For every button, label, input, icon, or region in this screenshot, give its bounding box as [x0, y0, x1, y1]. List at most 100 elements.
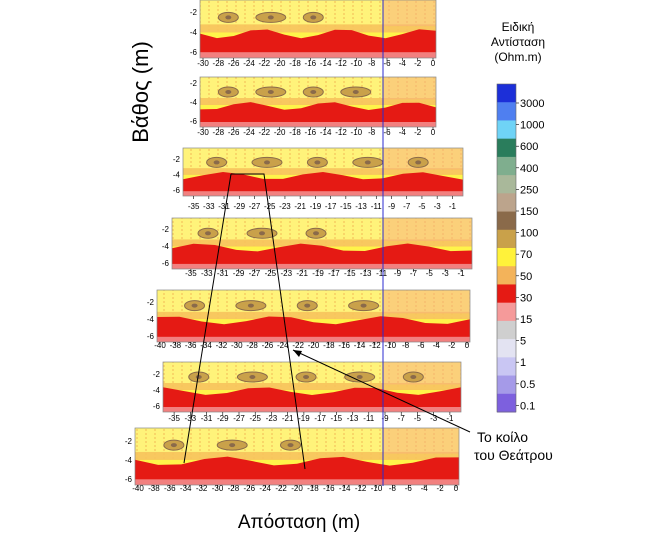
x-tick-label: -30	[212, 484, 224, 493]
legend-tick-label: 1	[520, 357, 526, 369]
x-tick-label: -4	[421, 484, 429, 493]
section-pink-layer	[157, 336, 470, 342]
section-right-zone	[383, 0, 436, 27]
legend-color-bin	[497, 375, 516, 395]
x-tick-label: -1	[446, 414, 454, 423]
section-blob-core	[415, 160, 422, 165]
x-tick-label: -13	[355, 202, 367, 211]
x-tick-label: -10	[371, 484, 383, 493]
x-tick-label: -1	[457, 269, 465, 278]
x-tick-label: -1	[449, 202, 457, 211]
section-right-zone	[383, 290, 470, 314]
section-blob-core	[247, 303, 254, 308]
x-tick-label: -8	[368, 59, 376, 68]
section-blob-core	[352, 90, 359, 94]
x-tick-label: -17	[325, 202, 337, 211]
legend-color-bin	[497, 229, 516, 249]
x-tick-label: -14	[354, 341, 366, 350]
x-tick-label: -35	[188, 202, 200, 211]
x-tick-label: -18	[323, 341, 335, 350]
section-band-orange	[135, 451, 459, 460]
legend-tick-label: 5	[520, 336, 526, 348]
legend-tick-label: 0.5	[520, 379, 535, 391]
section-blob-core	[225, 90, 232, 94]
legend-tick-label: 15	[520, 314, 532, 326]
x-tick-label: -6	[383, 59, 391, 68]
section-red-layer	[200, 29, 436, 58]
x-tick-label: -18	[289, 59, 301, 68]
theatre-boundary-left	[183, 173, 232, 464]
depth-tick-label: -2	[190, 8, 198, 17]
depth-tick-label: -6	[173, 186, 181, 195]
section-4: -2-4-6-35 -33 -31 -29 -27 -25 -23 -21 -19 -17 -15-…	[162, 217, 473, 278]
x-tick-label: -21	[282, 414, 294, 423]
x-tick-label: -26	[244, 484, 256, 493]
depth-tick-label: -4	[153, 386, 161, 395]
depth-tick-label: -6	[153, 402, 161, 411]
depth-tick-label: -6	[190, 48, 198, 57]
x-tick-label: -23	[279, 202, 291, 211]
section-red-layer	[200, 102, 436, 127]
legend-color-bin	[497, 120, 516, 140]
legend-tick-label: 1000	[520, 120, 544, 132]
legend-tick-label: 3000	[520, 98, 544, 110]
legend-color-bin	[497, 211, 516, 231]
x-tick-label: -15	[344, 269, 356, 278]
x-tick-label: -20	[291, 484, 303, 493]
legend-title-line: (Ohm.m)	[494, 50, 541, 64]
section-blob-core	[264, 160, 270, 165]
x-tick-label: -11	[376, 269, 388, 278]
legend-tick-label: 30	[520, 292, 532, 304]
legend-color-bin	[497, 248, 516, 267]
section-blob-core	[213, 160, 220, 165]
x-tick-label: -28	[246, 341, 258, 350]
depth-tick-label: -2	[173, 155, 181, 164]
x-tick-label: -2	[448, 341, 456, 350]
section-blob-core	[205, 231, 211, 236]
section-band-orange	[163, 383, 461, 390]
x-tick-label: -31	[201, 414, 213, 423]
overlay-group	[183, 0, 471, 486]
x-tick-label: -30	[197, 128, 209, 137]
x-tick-label: -36	[185, 341, 197, 350]
x-tick-label: -32	[216, 341, 228, 350]
legend-frame	[496, 83, 517, 413]
legend-tick-label: 0.1	[520, 400, 535, 412]
section-pink-layer	[163, 407, 461, 412]
x-tick-label: -6	[405, 484, 413, 493]
x-tick-label: 0	[431, 59, 436, 68]
legend-color-bin	[497, 175, 516, 194]
section-7: -2-4-6-40 -38 -36 -34 -32 -30 -28 -26 -24 -22 -20-…	[125, 427, 460, 493]
section-band-orange	[172, 239, 472, 247]
legend-tick-label: 100	[520, 228, 538, 240]
x-tick-label: -3	[434, 202, 442, 211]
x-tick-label: -35	[168, 414, 180, 423]
x-tick-label: -7	[410, 269, 418, 278]
x-tick-label: -38	[148, 484, 160, 493]
section-red-layer	[183, 172, 463, 196]
annotation-line-1: Το κοίλο	[477, 429, 528, 445]
x-tick-label: -22	[259, 59, 271, 68]
section-6: -2-4-6-35 -33 -31 -29 -27 -25 -23 -21 -19 -17 -15-…	[153, 361, 462, 423]
section-1: -2-4-6-30 -28 -26 -24 -22 -20 -18 -16 -14 -12 -10-…	[190, 0, 437, 68]
section-blob-core	[267, 15, 274, 20]
x-tick-label: -3	[442, 269, 450, 278]
depth-tick-label: -6	[162, 259, 170, 268]
x-tick-label: -6	[383, 128, 391, 137]
depth-tick-label: -2	[162, 225, 170, 234]
x-tick-label: -8	[389, 484, 397, 493]
section-right-zone	[383, 77, 436, 100]
x-tick-label: -24	[259, 484, 271, 493]
theatre-boundary-right	[231, 173, 306, 470]
x-tick-label: -33	[203, 202, 215, 211]
section-blob-core	[360, 303, 367, 308]
x-tick-label: -7	[403, 202, 411, 211]
x-tick-label: -36	[164, 484, 176, 493]
x-tick-label: -28	[213, 59, 225, 68]
x-tick-label: -34	[180, 484, 192, 493]
legend-title-line: Ειδική	[502, 20, 535, 34]
x-tick-label: -2	[414, 59, 422, 68]
x-tick-label: -30	[197, 59, 209, 68]
y-axis-label: Βάθος (m)	[128, 41, 153, 143]
